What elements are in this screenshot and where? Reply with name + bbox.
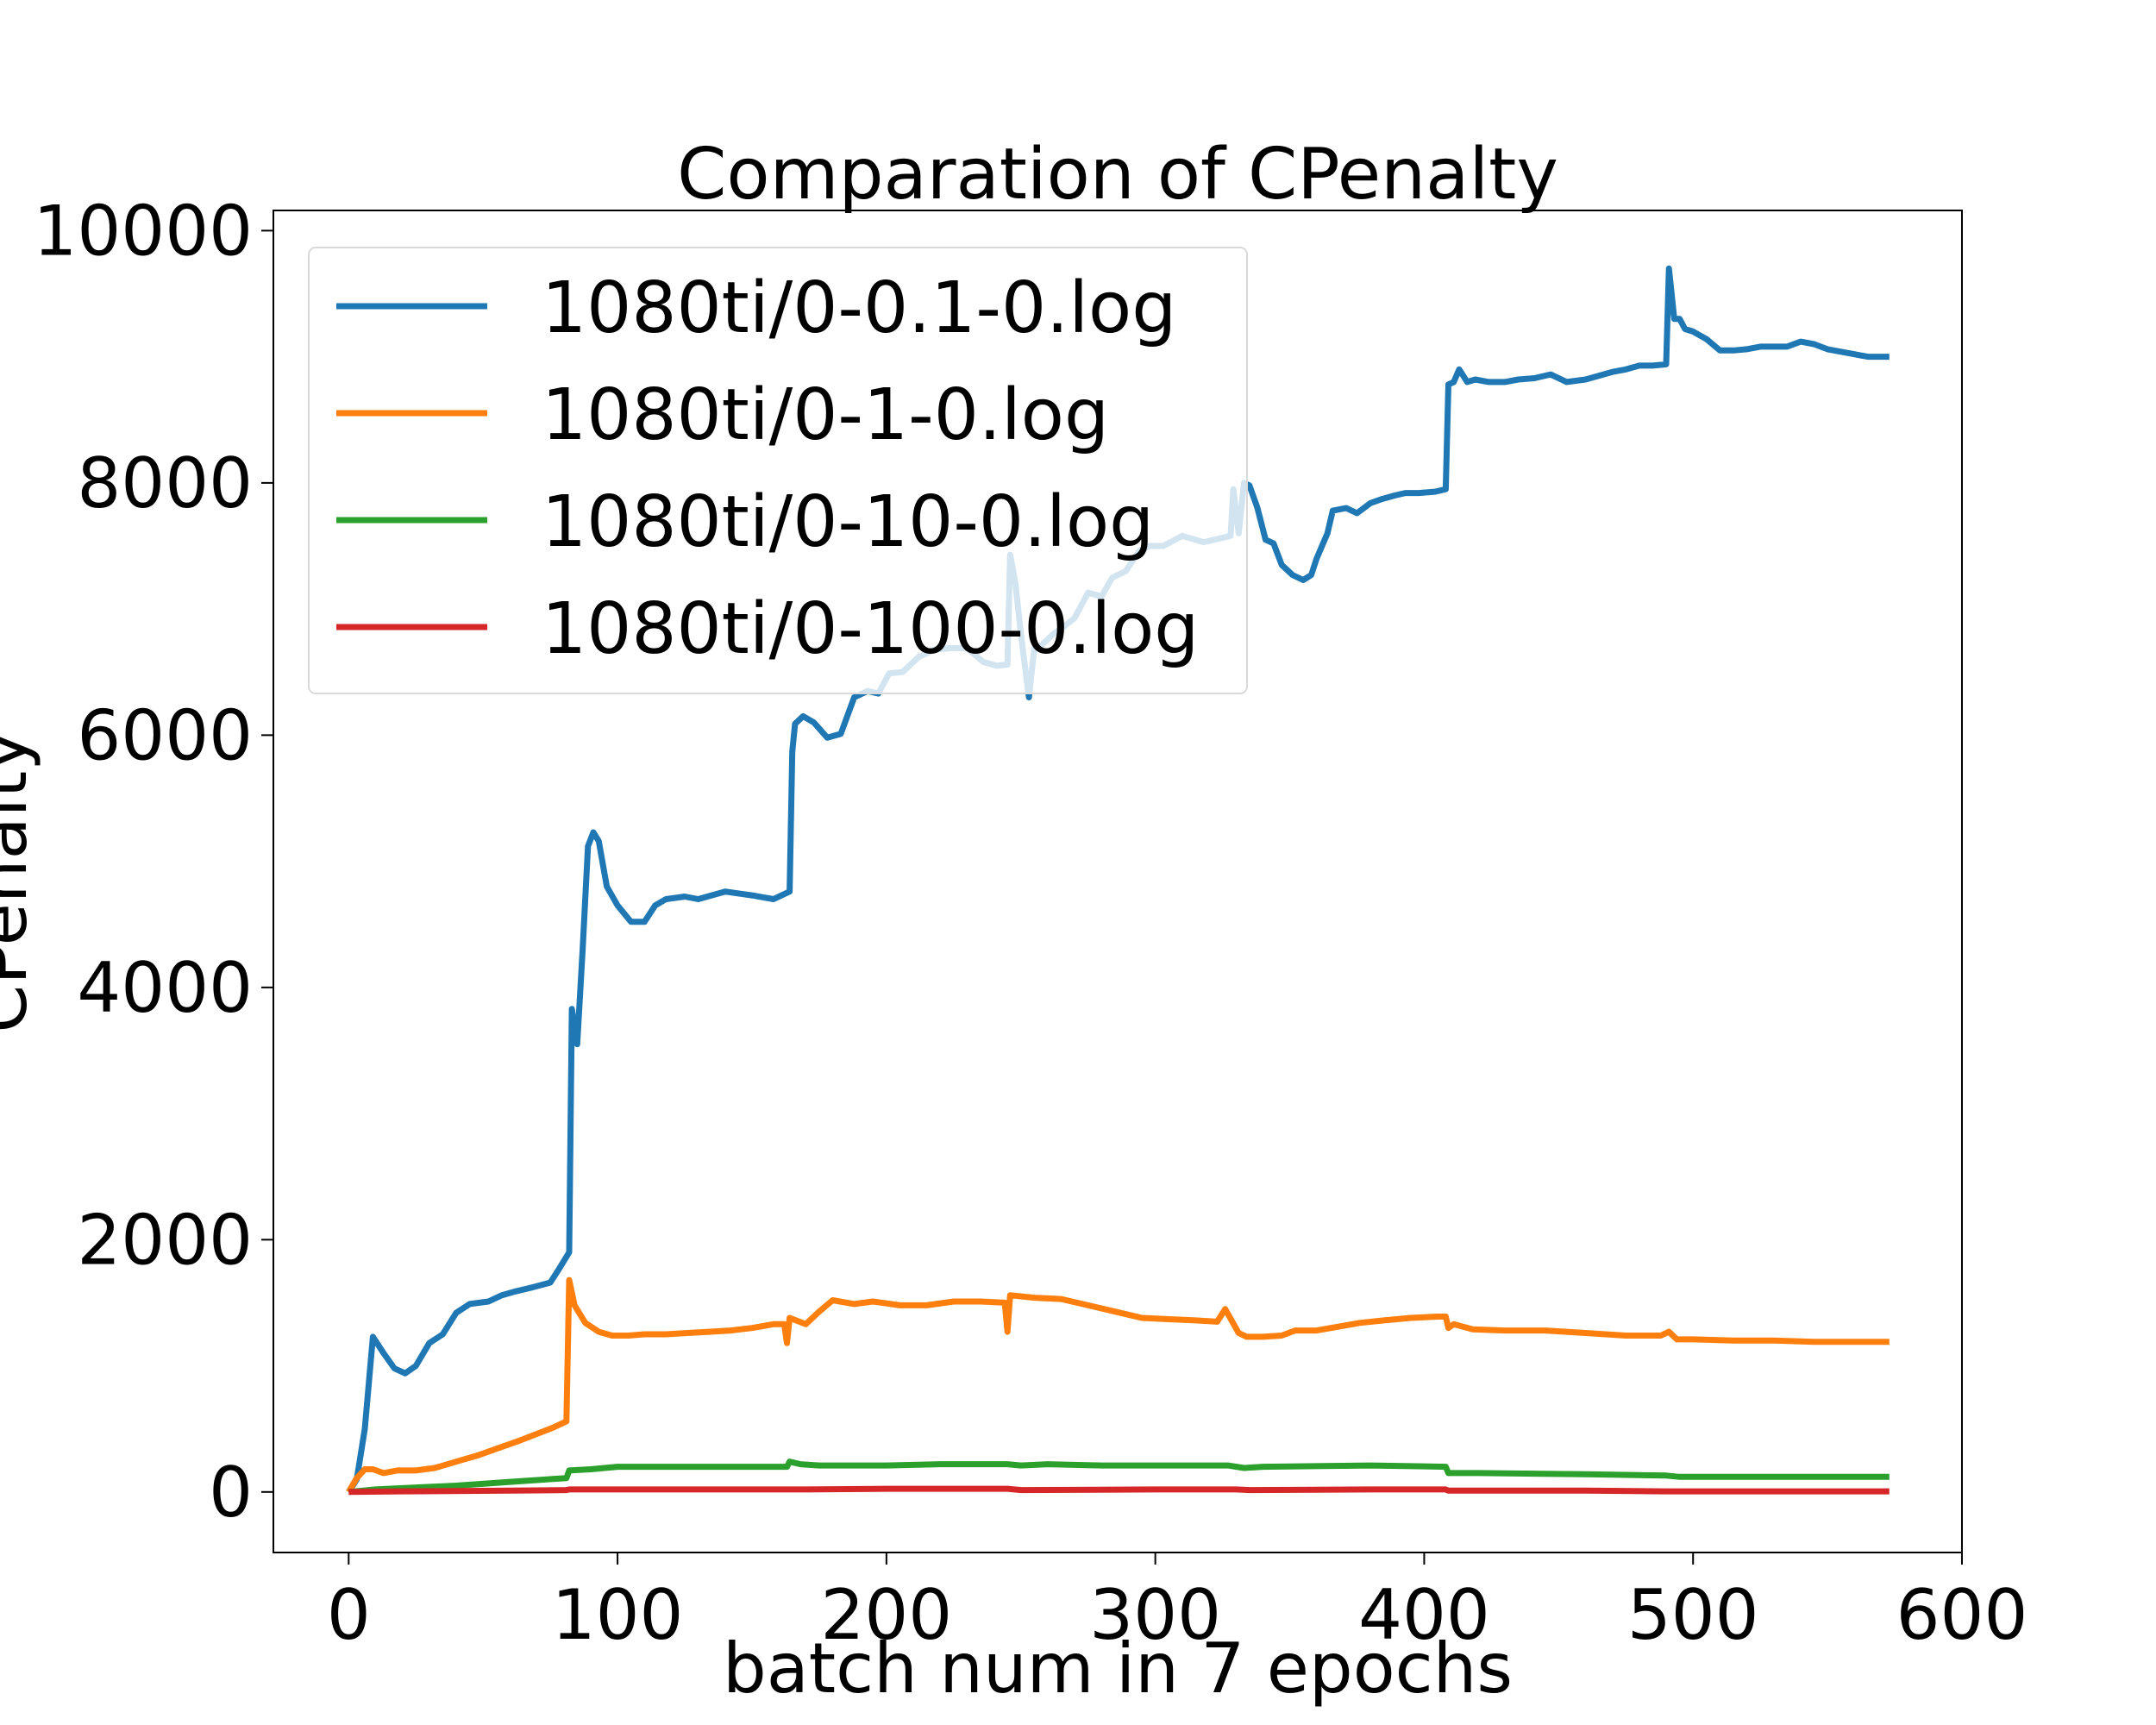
legend-label-2: 1080ti/0-1-0.log bbox=[542, 374, 1109, 456]
y-tick-label: 2000 bbox=[77, 1200, 253, 1280]
legend: 1080ti/0-0.1-0.log 1080ti/0-1-0.log 1080ti… bbox=[308, 247, 1248, 694]
x-axis: 0 100 200 300 400 500 600 bbox=[327, 1552, 2028, 1655]
x-tick-label: 500 bbox=[1627, 1575, 1759, 1655]
y-tick-label: 0 bbox=[209, 1452, 253, 1533]
y-axis: 0 2000 4000 6000 8000 10000 bbox=[34, 191, 273, 1533]
x-tick-label: 300 bbox=[1089, 1575, 1221, 1655]
y-tick-label: 4000 bbox=[77, 948, 253, 1028]
x-tick-label: 0 bbox=[327, 1575, 371, 1655]
y-tick-label: 6000 bbox=[77, 695, 253, 775]
y-tick-label: 10000 bbox=[34, 191, 254, 271]
chart-title: Comparation of CPenalty bbox=[677, 134, 1558, 216]
x-tick-label: 600 bbox=[1896, 1575, 2028, 1655]
series-line-2 bbox=[346, 1276, 1890, 1494]
legend-label-3: 1080ti/0-10-0.log bbox=[542, 481, 1154, 563]
x-tick-label: 400 bbox=[1358, 1575, 1490, 1655]
x-tick-label: 200 bbox=[821, 1575, 953, 1655]
series-line-4 bbox=[348, 1485, 1890, 1496]
plot-frame bbox=[273, 210, 1963, 1553]
x-tick-label: 100 bbox=[552, 1575, 684, 1655]
legend-label-1: 1080ti/0-0.1-0.log bbox=[542, 267, 1176, 349]
legend-box bbox=[308, 247, 1248, 694]
x-axis-title: batch num in 7 epochs bbox=[723, 1628, 1513, 1709]
series-line-3 bbox=[348, 1458, 1890, 1496]
y-axis-title: CPenalty bbox=[0, 730, 42, 1032]
y-tick-label: 8000 bbox=[77, 443, 253, 524]
legend-label-4: 1080ti/0-100-0.log bbox=[542, 588, 1199, 670]
